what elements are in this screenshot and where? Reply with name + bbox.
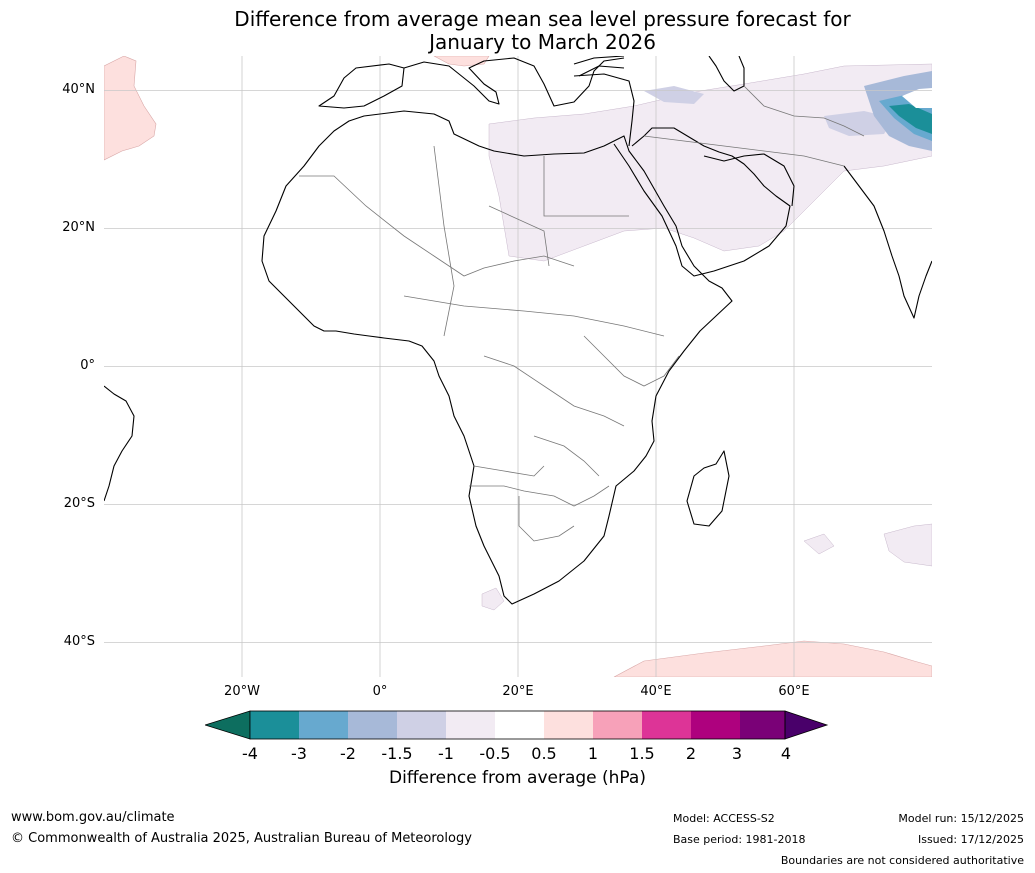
colorbar-tick: -1.5 [381,744,413,763]
colorbar-bin-pos-15-2 [642,711,691,739]
colorbar-bin-pos-3-4 [740,711,785,739]
lat-label-40n: 40°N [62,82,95,97]
colorbar-tick: -2 [340,744,356,763]
coastlines [104,56,932,605]
colorbar-bin-neg-3-4 [250,711,299,739]
colorbar-bin-neutral [495,711,544,739]
red-sea-arabia-coastline [613,127,791,277]
negative-anomaly-persia [644,86,894,136]
colorbar-tick: 2 [685,744,697,763]
caspian-coastline [708,56,745,92]
border-botswana [518,496,575,542]
positive-anomaly-southern-ocean [613,640,932,677]
negative-anomaly-tibet-white [902,88,932,108]
colorbar-arrow-high [784,710,829,740]
colorbar-tick: -1 [438,744,454,763]
anomaly-shading [104,56,932,677]
colorbar-tick: -4 [242,744,258,763]
lat-label-20s: 20°S [63,496,95,511]
border-iran-afghan [743,85,865,137]
border-angola-namibia [473,465,545,477]
footer-url[interactable]: www.bom.gov.au/climate [11,810,175,825]
colorbar-bin-pos-1-15 [593,711,642,739]
footer-base-period: Base period: 1981-2018 [673,833,806,846]
colorbar-tick: 1.5 [629,744,655,763]
title-line-1: Difference from average mean sea level p… [234,7,851,31]
turkey-levant-coastline [573,73,635,147]
lon-label-20w: 20°W [224,684,260,699]
colorbar-tick: -3 [291,744,307,763]
border-middle-east [643,135,845,167]
lat-label-20n: 20°N [62,220,95,235]
map-panel [104,56,932,677]
europe-coastline [403,57,625,107]
negative-anomaly-indian-ocean [803,523,932,567]
country-borders [299,85,865,542]
colorbar-bin-pos-05-1 [544,711,593,739]
positive-anomaly-mediterranean-north [433,56,490,67]
black-sea-coastline [573,56,625,77]
footer-issued: Issued: 17/12/2025 [917,833,1024,846]
colorbar-arrow-low [205,710,251,740]
madagascar-coastline [686,450,730,527]
border-libya [488,205,550,267]
negative-anomaly-north-africa-arabia [488,63,932,262]
india-coastline [843,165,932,319]
lat-label-40s: 40°S [63,634,95,649]
colorbar-label: Difference from average (hPa) [389,768,646,788]
colorbar-bin-neg-05-1 [446,711,495,739]
border-zambia [533,435,600,477]
lon-label-0: 0° [372,684,388,699]
border-sahel [433,145,455,337]
footer-copyright: © Commonwealth of Australia 2025, Austra… [11,831,472,846]
south-america-coastline [104,385,135,502]
lon-label-40e: 40°E [640,684,672,699]
gridlines [104,56,932,677]
colorbar-tick: -0.5 [479,744,511,763]
colorbar-outline [249,710,786,740]
colorbar-bin-neg-15-2 [348,711,397,739]
negative-anomaly-south-africa-coast [481,587,505,611]
lon-label-60e: 60°E [778,684,810,699]
positive-anomaly-azores [104,56,157,161]
border-egypt-sudan [543,156,629,217]
colorbar [205,710,829,740]
colorbar-bin-neg-1-15 [397,711,446,739]
footer-model-run: Model run: 15/12/2025 [898,812,1024,825]
lon-label-20e: 20°E [502,684,534,699]
border-north-africa [299,175,575,277]
colorbar-bin-pos-2-3 [691,711,740,739]
border-drc [483,355,625,427]
chart-title: Difference from average mean sea level p… [0,8,1035,54]
africa-coastline [261,110,733,605]
footer-model: Model: ACCESS-S2 [673,812,775,825]
footer-disclaimer: Boundaries are not considered authoritat… [780,854,1024,867]
negative-anomaly-tibet-peak [889,104,932,134]
border-east-africa [583,335,680,387]
border-southern-africa [469,485,610,507]
colorbar-bin-neg-2-3 [299,711,348,739]
border-central-africa [403,295,665,337]
title-line-2: January to March 2026 [429,30,656,54]
colorbar-tick: 1 [587,744,599,763]
colorbar-tick: 3 [731,744,743,763]
colorbar-tick: 4 [780,744,792,763]
colorbar-tick: 0.5 [531,744,557,763]
lat-label-0: 0° [80,358,95,373]
arabian-peninsula-south [703,153,795,207]
